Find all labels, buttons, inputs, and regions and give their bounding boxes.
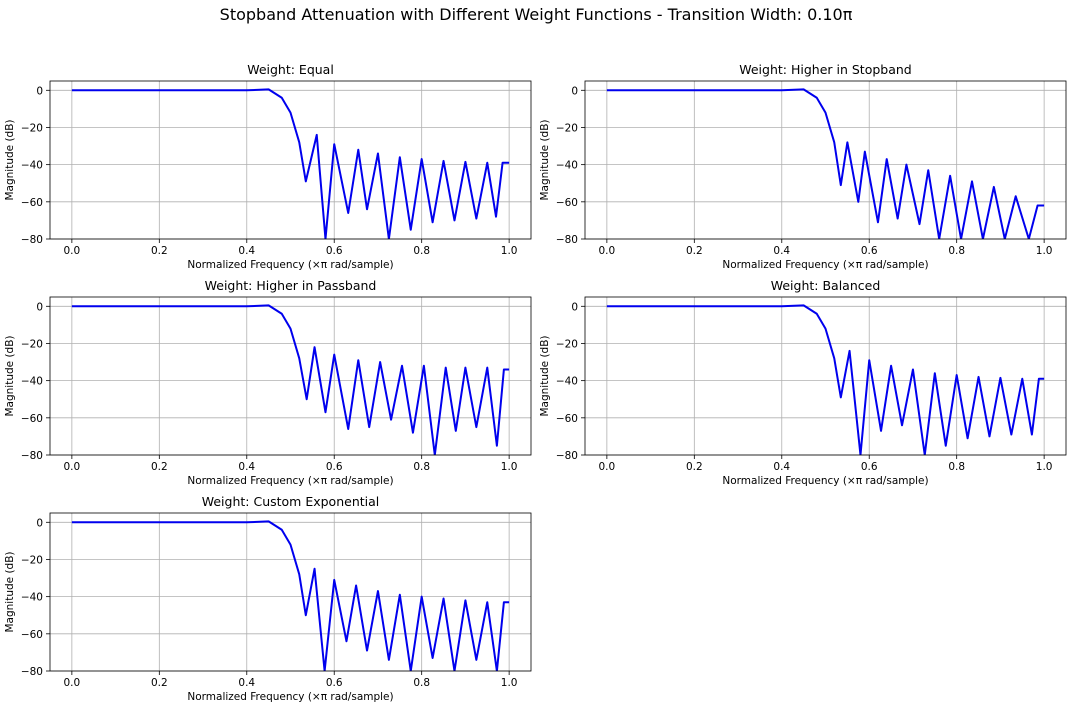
- y-tick-label: −20: [21, 554, 43, 566]
- x-tick-label: 0.8: [948, 461, 965, 473]
- y-tick-label: 0: [36, 85, 43, 97]
- y-tick-label: −60: [21, 629, 43, 641]
- y-tick-label: −40: [21, 160, 43, 172]
- y-tick-label: −60: [556, 413, 578, 425]
- y-tick-label: −20: [21, 338, 43, 350]
- series-line-1: [606, 304, 1045, 455]
- subplot-title: Weight: Balanced: [771, 278, 881, 293]
- x-tick-label: 0.8: [948, 245, 965, 257]
- series-line-1: [606, 88, 1045, 239]
- y-tick-label: −80: [21, 666, 43, 678]
- axes-frame: [584, 80, 1067, 240]
- subplot-title: Weight: Higher in Passband: [205, 278, 377, 293]
- y-tick-label: 0: [571, 85, 578, 97]
- x-axis-label: Normalized Frequency (×π rad/sample): [187, 691, 393, 703]
- series-line-1: [71, 520, 510, 671]
- x-axis-label: Normalized Frequency (×π rad/sample): [722, 475, 928, 487]
- x-tick-label: 0.2: [151, 245, 168, 257]
- y-tick-label: −40: [21, 376, 43, 388]
- subplot-grid: 0.0 0.2 0.4 0.6 0.8 1.0 0 −20 −40 −60 −80 Weight: E…: [4, 62, 1067, 703]
- subplot-1: 0.0 0.2 0.4 0.6 0.8 1.0 0 −20 −40 −60 −80 Weight: E…: [4, 62, 532, 271]
- subplot-5: 0.0 0.2 0.4 0.6 0.8 1.0 0 −20 −40 −60 −80 Weight: C…: [4, 494, 532, 703]
- y-tick-label: −20: [556, 338, 578, 350]
- y-axis-label: Magnitude (dB): [539, 119, 551, 200]
- y-tick-label: −40: [556, 160, 578, 172]
- y-tick-label: −60: [556, 197, 578, 209]
- subplot-3: 0.0 0.2 0.4 0.6 0.8 1.0 0 −20 −40 −60 −80 Weight: H…: [4, 278, 532, 487]
- x-tick-label: 0.6: [326, 245, 343, 257]
- y-tick-label: −20: [556, 122, 578, 134]
- y-tick-label: 0: [36, 517, 43, 529]
- x-tick-label: 0.6: [861, 245, 878, 257]
- x-tick-label: 0.6: [861, 461, 878, 473]
- x-tick-label: 0.4: [238, 245, 255, 257]
- axes-frame: [49, 80, 532, 240]
- y-tick-label: −80: [21, 450, 43, 462]
- subplot-2: 0.0 0.2 0.4 0.6 0.8 1.0 0 −20 −40 −60 −80 Weight: H…: [539, 62, 1067, 271]
- x-tick-label: 1.0: [1036, 245, 1053, 257]
- y-tick-label: −80: [21, 234, 43, 246]
- series-line-1: [71, 88, 510, 239]
- subplot-title: Weight: Higher in Stopband: [739, 62, 912, 77]
- y-axis-label: Magnitude (dB): [4, 119, 16, 200]
- x-tick-label: 0.2: [151, 461, 168, 473]
- y-axis-label: Magnitude (dB): [4, 335, 16, 416]
- x-axis-label: Normalized Frequency (×π rad/sample): [187, 475, 393, 487]
- y-tick-label: 0: [571, 301, 578, 313]
- y-tick-label: −60: [21, 413, 43, 425]
- x-tick-label: 1.0: [501, 245, 518, 257]
- x-tick-label: 1.0: [501, 677, 518, 689]
- subplot-4: 0.0 0.2 0.4 0.6 0.8 1.0 0 −20 −40 −60 −80 Weight: B…: [539, 278, 1067, 487]
- x-tick-label: 0.4: [773, 245, 790, 257]
- x-tick-label: 1.0: [501, 461, 518, 473]
- axes-frame: [49, 512, 532, 672]
- x-tick-label: 0.8: [413, 461, 430, 473]
- x-tick-label: 0.4: [238, 677, 255, 689]
- x-tick-label: 0.2: [686, 245, 703, 257]
- y-axis-label: Magnitude (dB): [539, 335, 551, 416]
- y-tick-label: −20: [21, 122, 43, 134]
- x-tick-label: 0.0: [599, 245, 616, 257]
- x-axis-label: Normalized Frequency (×π rad/sample): [722, 259, 928, 271]
- subplot-title: Weight: Custom Exponential: [202, 494, 380, 509]
- x-tick-label: 0.2: [151, 677, 168, 689]
- y-axis-label: Magnitude (dB): [4, 551, 16, 632]
- axes-frame: [584, 296, 1067, 456]
- x-tick-label: 0.6: [326, 677, 343, 689]
- y-tick-label: −60: [21, 197, 43, 209]
- x-tick-label: 0.8: [413, 245, 430, 257]
- x-tick-label: 0.0: [64, 461, 81, 473]
- x-tick-label: 0.8: [413, 677, 430, 689]
- axes-frame: [49, 296, 532, 456]
- series-line-1: [71, 304, 510, 455]
- figure-title: Stopband Attenuation with Different Weig…: [220, 5, 853, 24]
- y-tick-label: 0: [36, 301, 43, 313]
- y-tick-label: −80: [556, 234, 578, 246]
- x-tick-label: 0.0: [64, 245, 81, 257]
- x-tick-label: 0.2: [686, 461, 703, 473]
- x-tick-label: 0.0: [599, 461, 616, 473]
- y-tick-label: −80: [556, 450, 578, 462]
- x-tick-label: 0.4: [773, 461, 790, 473]
- x-axis-label: Normalized Frequency (×π rad/sample): [187, 259, 393, 271]
- x-tick-label: 0.0: [64, 677, 81, 689]
- subplot-title: Weight: Equal: [247, 62, 334, 77]
- x-tick-label: 0.4: [238, 461, 255, 473]
- x-tick-label: 0.6: [326, 461, 343, 473]
- y-tick-label: −40: [556, 376, 578, 388]
- x-tick-label: 1.0: [1036, 461, 1053, 473]
- y-tick-label: −40: [21, 592, 43, 604]
